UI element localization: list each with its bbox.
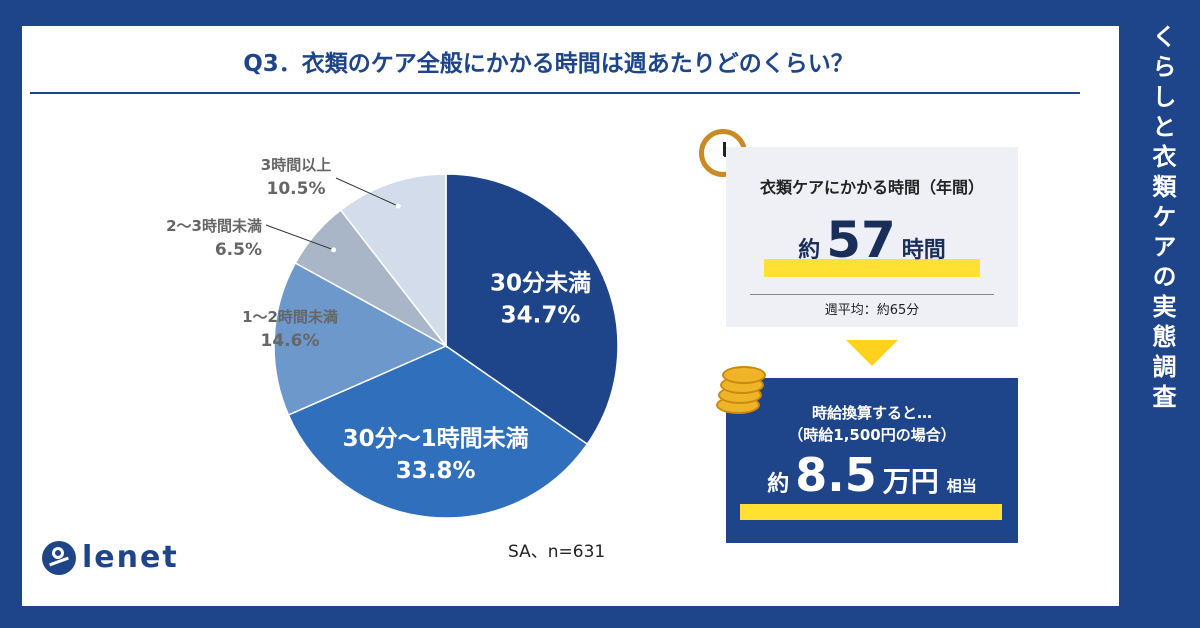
leader-line: [265, 224, 334, 251]
pie-slice: [445, 173, 619, 446]
sample-note: SA、n=631: [508, 542, 606, 562]
wage-number: 8.5: [795, 448, 877, 502]
wage-suffix: 万円: [882, 465, 939, 498]
annual-divider: [750, 294, 994, 295]
leader-line: [335, 177, 399, 207]
slice-value: 6.5%: [215, 240, 262, 260]
leader-dot: [331, 247, 337, 253]
wage-line1: 時給換算すると…: [811, 404, 932, 422]
slice-value: 33.8%: [396, 458, 476, 484]
title-divider: [30, 92, 1080, 94]
weekly-average: 週平均：約65分: [824, 303, 920, 318]
slice-value: 34.7%: [501, 303, 581, 329]
pie-slice: [273, 261, 448, 416]
wage-line2: （時給1,500円の場合）: [788, 426, 956, 444]
annual-highlight: [764, 259, 980, 277]
coin-icon: [722, 366, 766, 384]
side-title: くらしと衣類ケアの実態調査: [1148, 24, 1176, 414]
annual-suffix: 時間: [901, 238, 946, 263]
annual-time-value: 約 57 時間: [726, 211, 1018, 269]
annual-prefix: 約: [798, 238, 821, 263]
slice-label: 30分～1時間未満: [343, 426, 529, 452]
slice-label: 1～2時間未満: [242, 308, 338, 326]
logo-text: lenet: [82, 540, 179, 575]
logo-mark-icon: [42, 540, 76, 575]
annual-time-box: 衣類ケアにかかる時間（年間） 約 57 時間 週平均：約65分: [726, 147, 1018, 327]
pie-slice: [287, 345, 589, 519]
slice-label: 30分未満: [490, 271, 591, 297]
wage-prefix: 約: [767, 472, 790, 497]
annual-number: 57: [826, 211, 896, 269]
slice-value: 14.6%: [261, 331, 320, 351]
wage-tail: 相当: [946, 477, 977, 495]
lenet-logo: lenet: [42, 540, 179, 575]
wage-value: 約 8.5 万円 相当: [726, 448, 1018, 502]
wage-highlight: [740, 504, 1002, 520]
down-arrow-icon: [846, 340, 898, 366]
slice-label: 2～3時間未満: [166, 217, 262, 235]
slice-label: 3時間以上: [261, 156, 331, 174]
question-title: Q3．衣類のケア全般にかかる時間は週あたりどのくらい？: [243, 51, 854, 77]
leader-dot: [395, 203, 401, 209]
wage-conversion-box: 時給換算すると… （時給1,500円の場合） 約 8.5 万円 相当: [726, 378, 1018, 543]
pie-slice: [339, 173, 447, 349]
slice-value: 10.5%: [267, 179, 326, 199]
annual-time-title: 衣類ケアにかかる時間（年間）: [759, 178, 984, 197]
